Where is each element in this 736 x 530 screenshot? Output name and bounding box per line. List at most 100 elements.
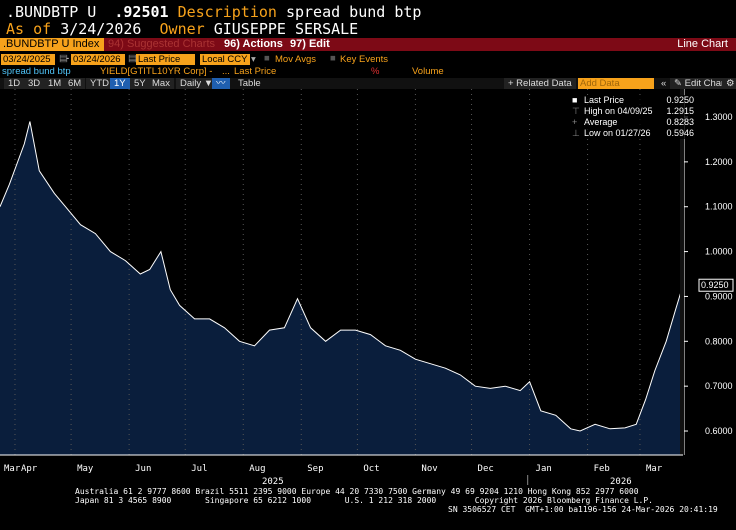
controls-row: 03/24/2025 ▤ - 03/24/2026 ▤ Last Price L… [1,53,389,65]
legend-value: 0.9250 [666,95,694,105]
year-label: 2025 [262,477,284,485]
price-chart: 0.6000 0.7000 0.8000 0.9000 1.0000 1.1000 1.20… [0,89,734,485]
legend-marker-icon: ⊥ [572,128,580,138]
x-tick-label: May [77,464,94,474]
suggested-charts-button[interactable]: 94) Suggested Charts [108,38,216,50]
add-data-input[interactable]: Add Data [578,78,654,89]
table-button[interactable]: Table [238,78,261,89]
ticker: .BUNDBTP U [6,3,97,21]
title-line-1: .BUNDBTP U .92501 Description spread bun… [6,4,421,21]
price: .92501 [114,3,169,21]
y-tick-label: 0.6000 [705,426,733,436]
x-tick-label: Oct [363,464,379,474]
line-chart-icon[interactable]: 〰 [212,78,230,89]
footer-line-1: Australia 61 2 9777 8600 Brazil 5511 239… [75,487,639,496]
legend-marker-icon: ⊤ [572,106,580,116]
chevron-down-icon[interactable]: ▾ [251,54,256,65]
x-tick-label: Jul [191,464,207,474]
asof-date: 3/24/2026 [60,20,142,38]
period-1m[interactable]: 1M [44,78,66,89]
security-field[interactable]: .BUNDBTP U Index [0,38,104,51]
y-tick-label: 0.8000 [705,336,733,346]
period-max[interactable]: Max [148,78,174,89]
period-3d[interactable]: 3D [24,78,45,89]
series-name: spread bund btp [2,66,71,77]
y-tick-label: 1.3000 [705,112,733,122]
period-ytd[interactable]: YTD [86,78,113,89]
collapse-icon[interactable]: « [661,78,667,89]
series-row: spread bund btp YIELD[GTITL10YR Corp] - … [0,66,736,77]
calendar-icon[interactable]: ▤ [59,53,68,64]
y-tick-label: 0.9000 [705,291,733,301]
x-tick-label: Jun [135,464,151,474]
edit-chart-button[interactable]: ✎ Edit Chart [670,78,731,89]
edit-chart-label: Edit Chart [684,78,727,89]
description-label: Description [177,3,277,21]
key-events-label: Key Events [340,54,389,65]
legend-value: 0.5946 [666,128,694,138]
legend-marker-icon: ■ [572,95,578,105]
x-tick-label: Apr [21,464,38,474]
legend-item: ⊤ High on 04/09/25 1.2915 [566,106,696,117]
edit-button[interactable]: 97) Edit [290,38,330,50]
actions-button[interactable]: 96) Actions [224,38,283,50]
period-1d[interactable]: 1D [4,78,25,89]
legend-item: ⊥ Low on 01/27/26 0.5946 [566,128,696,139]
key-events-checkbox[interactable]: ■ [330,53,336,64]
legend-label: High on 04/09/25 [584,106,653,116]
end-date-input[interactable]: 03/24/2026 [71,54,125,65]
axis-gutter [680,89,684,455]
period-6m[interactable]: 6M [64,78,86,89]
footer-line-2: Japan 81 3 4565 8900 Singapore 65 6212 1… [75,496,653,505]
frequency-label: Daily [180,78,202,89]
related-data-button[interactable]: + Related Data [504,78,576,89]
legend-label: Low on 01/27/26 [584,128,651,138]
mov-avgs-checkbox[interactable]: ■ [264,53,270,64]
gear-icon[interactable]: ⚙ [722,78,736,89]
y-tick-label: 1.2000 [705,157,733,167]
x-tick-label: Feb [594,464,610,474]
x-tick-label: Nov [421,464,437,474]
field-select[interactable]: Last Price [136,54,195,65]
area-fill [0,121,683,455]
series-yield: YIELD[GTITL10YR Corp] - [100,66,213,77]
x-tick-label: Mar [4,464,21,474]
y-tick-label: 1.0000 [705,247,733,257]
legend-item: + Average 0.8283 [566,117,696,128]
x-tick-label: Sep [307,464,323,474]
description: spread bund btp [285,3,422,21]
legend-marker-icon: + [572,117,578,127]
x-tick-label: Dec [478,464,494,474]
start-date-input[interactable]: 03/24/2025 [1,54,55,65]
chart-type-label: Line Chart [677,38,728,50]
legend-item: ■ Last Price 0.9250 [566,95,696,106]
asof-label: As of [6,20,52,38]
currency-select[interactable]: Local CCY [200,54,250,65]
year-label: 2026 [610,477,632,485]
volume-label: Volume [412,66,444,77]
mov-avgs-label: Mov Avgs [275,54,317,65]
calendar-icon[interactable]: ▤ [128,53,137,64]
period-5y[interactable]: 5Y [130,78,150,89]
owner: GIUSEPPE SERSALE [213,20,359,38]
legend-label: Average [584,117,618,127]
menu-bar: .BUNDBTP U Index 94) Suggested Charts 96… [0,38,736,51]
x-tick-label: Jan [536,464,552,474]
pencil-icon: ✎ [674,78,685,89]
owner-label: Owner [159,20,205,38]
last-price-box [698,278,734,292]
y-tick-label: 0.7000 [705,381,733,391]
price-line [0,121,684,432]
series-last-price: Last Price [234,66,277,77]
series-dots: ... [222,66,230,77]
legend-value: 0.8283 [666,117,694,127]
toolbar: 1D 3D 1M 6M YTD 1Y 5Y Max Daily ▼ 〰 Table + Rel… [0,78,736,89]
legend-value: 1.2915 [666,106,694,116]
x-tick-label: Aug [249,464,265,474]
footer-line-3: SN 3506527 CET GMT+1:00 ba1196-156 24-Ma… [448,505,718,514]
percent-label: % [371,66,380,77]
last-price-label: 0.9250 [701,280,729,290]
period-1y[interactable]: 1Y [110,78,130,89]
frequency-select[interactable]: Daily ▼ [176,78,218,89]
title-line-2: As of 3/24/2026 Owner GIUSEPPE SERSALE [6,21,358,38]
